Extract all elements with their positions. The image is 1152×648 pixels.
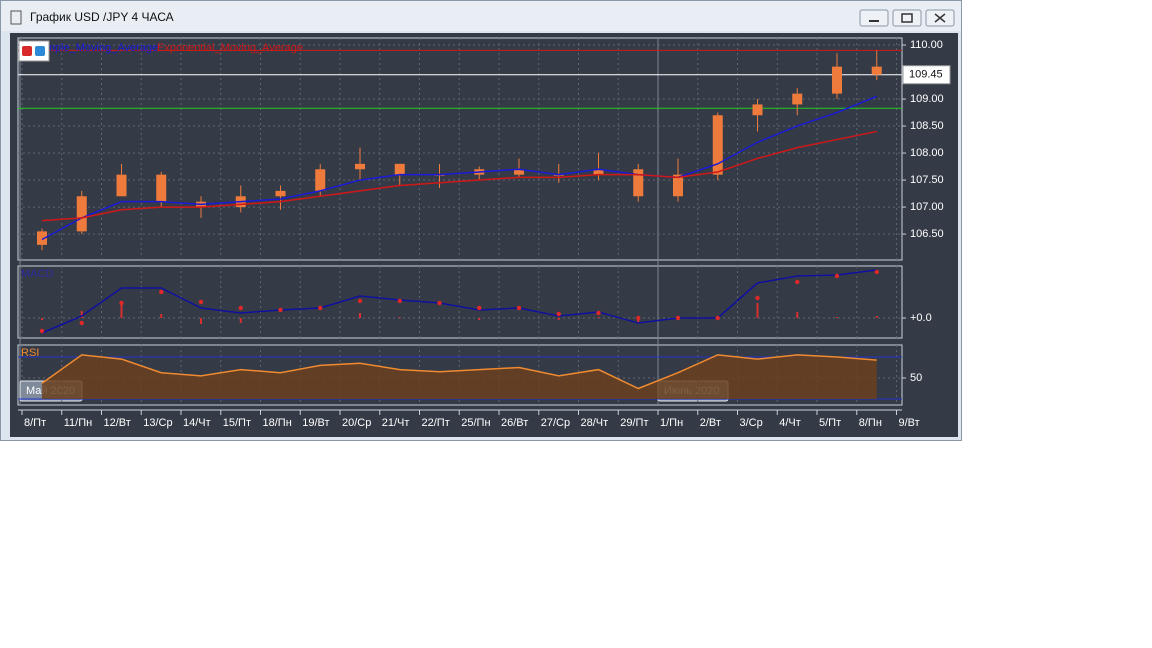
line — [41, 354, 877, 390]
x-tick-label: 22/Пт — [422, 417, 450, 429]
signal-dot — [278, 307, 283, 313]
candle-body — [673, 174, 683, 197]
candle-body — [355, 163, 365, 170]
maximize-button[interactable] — [892, 9, 922, 27]
signal-dot — [397, 298, 402, 304]
legend-icon — [35, 46, 45, 56]
candle-body — [394, 163, 405, 175]
signal-dot — [675, 315, 681, 321]
x-tick-label: 20/Ср — [342, 417, 371, 429]
signal-dot — [198, 299, 204, 305]
x-tick-label: 8/Пн — [859, 417, 882, 429]
x-tick-label: 21/Чт — [382, 417, 410, 429]
candle-body — [792, 93, 803, 105]
x-tick-label: 27/Ср — [541, 417, 570, 429]
candle-body — [712, 115, 723, 175]
signal-dot — [715, 315, 720, 321]
x-tick-label: 8/Пт — [24, 417, 46, 429]
y-tick-label: 108.00 — [910, 147, 944, 159]
area — [42, 354, 877, 400]
signal-dot — [159, 289, 164, 295]
signal-dot — [39, 328, 45, 334]
y-tick-label: +0.0 — [910, 312, 932, 324]
candle-body — [633, 169, 644, 197]
window-title: График USD /JPY 4 ЧАСА — [30, 10, 174, 24]
x-tick-label: 18/Пн — [263, 417, 292, 429]
candle-body — [156, 174, 167, 202]
y-tick-label: 106.50 — [910, 228, 944, 240]
window-icon — [10, 10, 22, 25]
line — [41, 269, 877, 334]
signal-dot — [238, 305, 243, 311]
signal-dot — [834, 273, 840, 279]
x-tick-label: 28/Чт — [581, 417, 609, 429]
y-tick-label: 107.50 — [910, 174, 944, 186]
signal-dot — [437, 300, 442, 306]
signal-dot — [874, 269, 879, 275]
x-tick-label: 5/Пт — [819, 417, 841, 429]
candle-body — [275, 190, 286, 197]
price-marker-label: 109.45 — [909, 69, 943, 81]
signal-dot — [79, 320, 84, 326]
signal-dot — [556, 311, 561, 317]
candle-body — [832, 66, 842, 94]
signal-dot — [795, 279, 800, 285]
y-tick-label: 107.00 — [910, 201, 944, 213]
candle-body — [37, 231, 47, 245]
x-tick-label: 15/Пт — [223, 417, 251, 429]
y-tick-label: 50 — [910, 372, 922, 384]
x-tick-label: 2/Вт — [700, 417, 721, 429]
candle-body — [593, 169, 604, 175]
x-tick-label: 4/Чт — [779, 417, 801, 429]
minimize-button[interactable] — [859, 9, 889, 27]
signal-dot — [636, 315, 641, 321]
line — [41, 95, 878, 241]
candle-body — [76, 196, 87, 232]
panel-title: RSI — [21, 347, 39, 359]
y-tick-label: 110.00 — [910, 39, 943, 51]
macd-panel — [17, 265, 903, 339]
x-tick-label: 12/Вт — [104, 417, 131, 429]
signal-dot — [755, 295, 760, 301]
x-tick-label: 1/Пн — [660, 417, 683, 429]
signal-dot — [119, 300, 124, 306]
candle-body — [871, 66, 882, 75]
candle-body — [514, 169, 524, 175]
x-tick-label: 19/Вт — [302, 417, 329, 429]
line — [41, 130, 877, 222]
legend-icon — [22, 46, 32, 56]
y-tick-label: 109.00 — [910, 93, 944, 105]
signal-dot — [357, 298, 363, 304]
price-panel — [17, 37, 903, 261]
candle-body — [315, 169, 326, 191]
legend-entry: Exponential_Moving_Average — [157, 42, 303, 54]
x-tick-label: 29/Пт — [620, 417, 648, 429]
title-bar — [1, 1, 961, 31]
x-tick-label: 26/Вт — [501, 417, 528, 429]
x-tick-label: 25/Пн — [461, 417, 490, 429]
rsi-panel — [17, 344, 903, 406]
candle-body — [116, 174, 127, 197]
maximize-icon — [901, 13, 913, 23]
x-tick-label: 14/Чт — [183, 417, 211, 429]
panel-title: MACD — [21, 268, 53, 280]
price-marker — [902, 65, 951, 85]
signal-dot — [596, 310, 601, 316]
candle-body — [752, 104, 763, 116]
x-tick-label: 9/Вт — [899, 417, 920, 429]
signal-dot — [516, 305, 522, 311]
x-tick-label: 11/Пн — [64, 417, 92, 429]
signal-dot — [477, 305, 482, 311]
x-tick-label: 13/Ср — [143, 417, 172, 429]
signal-dot — [318, 305, 323, 311]
legend-entry: Simple_Moving_Average — [36, 42, 158, 54]
close-icon — [934, 13, 946, 23]
x-tick-label: 3/Ср — [740, 417, 763, 429]
y-tick-label: 108.50 — [910, 120, 944, 132]
